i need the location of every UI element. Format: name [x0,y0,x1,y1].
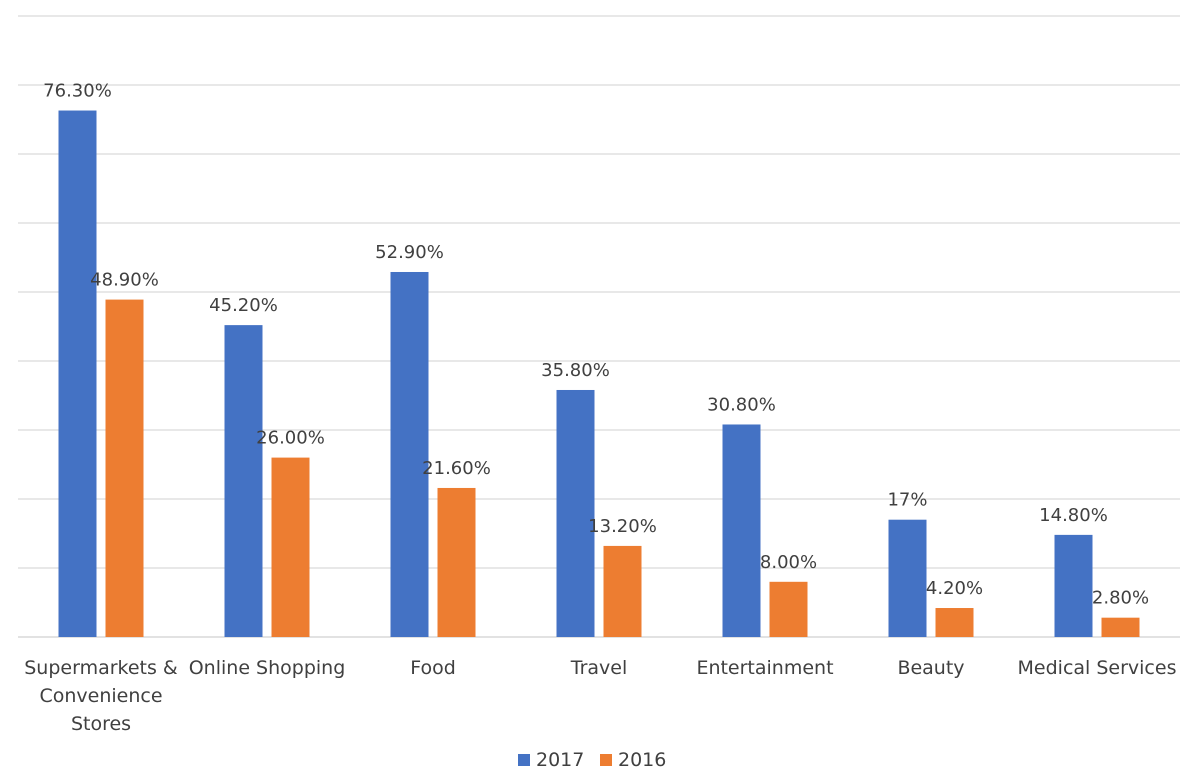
legend-label-2017: 2017 [536,749,584,771]
data-label-2016-1: 26.00% [256,428,325,449]
bar-2016-4 [769,581,808,637]
legend-label-2016: 2016 [618,749,666,771]
legend: 2017 2016 [518,749,666,771]
category-label-0: Supermarkets & Convenience Stores [24,657,178,735]
data-label-2017-2: 52.90% [375,242,444,263]
legend-swatch-2016 [600,754,612,766]
data-label-2016-4: 8.00% [760,552,817,573]
data-label-2017-3: 35.80% [541,360,610,381]
data-label-2017-4: 30.80% [707,394,776,415]
bars [58,110,1140,637]
bar-2017-1 [224,325,263,637]
data-label-2016-5: 4.20% [926,578,983,599]
legend-swatch-2017 [518,754,530,766]
data-label-2016-0: 48.90% [90,270,159,291]
category-label-2: Food [410,657,456,679]
bar-2017-0 [58,110,97,637]
category-label-3: Travel [570,657,627,679]
bar-2016-2 [437,487,476,637]
data-label-2017-5: 17% [887,490,927,511]
bar-2017-6 [1054,534,1093,637]
bar-2017-5 [888,519,927,637]
category-axis-labels: Supermarkets & Convenience Stores Online Sh… [24,657,1176,735]
data-label-2017-0: 76.30% [43,81,112,102]
category-label-4: Entertainment [696,657,833,679]
bar-2017-4 [722,424,761,637]
data-labels: 76.30% 48.90% 45.20% 26.00% 52.90% 21.60% 35.8… [43,81,1149,609]
gridlines [18,15,1180,638]
data-label-2016-3: 13.20% [588,516,657,537]
category-label-5: Beauty [897,657,964,679]
bar-2016-3 [603,545,642,637]
data-label-2016-2: 21.60% [422,458,491,479]
data-label-2017-6: 14.80% [1039,505,1108,526]
bar-2016-0 [105,299,144,637]
data-label-2016-6: 2.80% [1092,588,1149,609]
bar-2017-2 [390,271,429,637]
bar-2016-6 [1101,617,1140,637]
category-label-6: Medical Services [1018,657,1177,679]
bar-2016-5 [935,608,974,637]
data-label-2017-1: 45.20% [209,295,278,316]
bar-2016-1 [271,457,310,637]
bar-2017-3 [556,389,595,637]
category-label-1: Online Shopping [189,657,346,679]
